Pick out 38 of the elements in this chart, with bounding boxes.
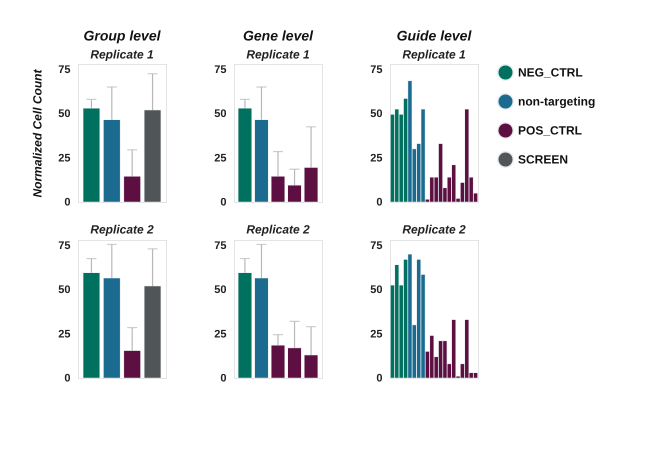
y-tick-label: 50 xyxy=(370,284,382,296)
y-tick-label: 25 xyxy=(214,152,226,164)
y-tick-label: 25 xyxy=(58,328,70,340)
chart-subtitle: Replicate 2 xyxy=(246,222,310,236)
legend-label: POS_CTRL xyxy=(518,124,582,138)
y-tick-label: 50 xyxy=(58,108,70,120)
y-tick-label: 50 xyxy=(370,108,382,120)
y-axis-title: Normalized Cell Count xyxy=(30,68,44,198)
y-tick-label: 75 xyxy=(370,64,382,76)
y-tick-label: 75 xyxy=(58,64,70,76)
y-tick-label: 25 xyxy=(370,328,382,340)
legend-label: SCREEN xyxy=(518,152,568,166)
legend-label: NEG_CTRL xyxy=(518,66,583,80)
y-tick-label: 50 xyxy=(214,108,226,120)
y-tick-label: 0 xyxy=(376,372,382,384)
y-tick-label: 75 xyxy=(214,240,226,252)
y-tick-label: 75 xyxy=(214,64,226,76)
y-tick-label: 0 xyxy=(376,196,382,208)
chart-title: Group level xyxy=(83,27,162,44)
legend-label: non-targeting xyxy=(518,94,596,108)
chart-subtitle: Replicate 1 xyxy=(90,47,154,62)
y-tick-label: 0 xyxy=(64,196,70,208)
y-tick-label: 25 xyxy=(58,152,70,164)
chart-subtitle: Replicate 2 xyxy=(90,222,154,236)
chart-subtitle: Replicate 1 xyxy=(402,47,466,62)
y-tick-label: 0 xyxy=(64,372,70,384)
chart-title: Guide level xyxy=(396,27,472,44)
y-tick-label: 50 xyxy=(58,284,70,296)
y-tick-label: 0 xyxy=(220,196,226,208)
y-tick-label: 25 xyxy=(370,152,382,164)
y-tick-label: 75 xyxy=(58,240,70,252)
chart-title: Gene level xyxy=(242,27,314,44)
y-tick-label: 0 xyxy=(220,372,226,384)
y-tick-label: 25 xyxy=(214,328,226,340)
chart-subtitle: Replicate 1 xyxy=(246,47,310,62)
chart-subtitle: Replicate 2 xyxy=(402,222,466,236)
y-tick-label: 75 xyxy=(370,240,382,252)
y-tick-label: 50 xyxy=(214,284,226,296)
